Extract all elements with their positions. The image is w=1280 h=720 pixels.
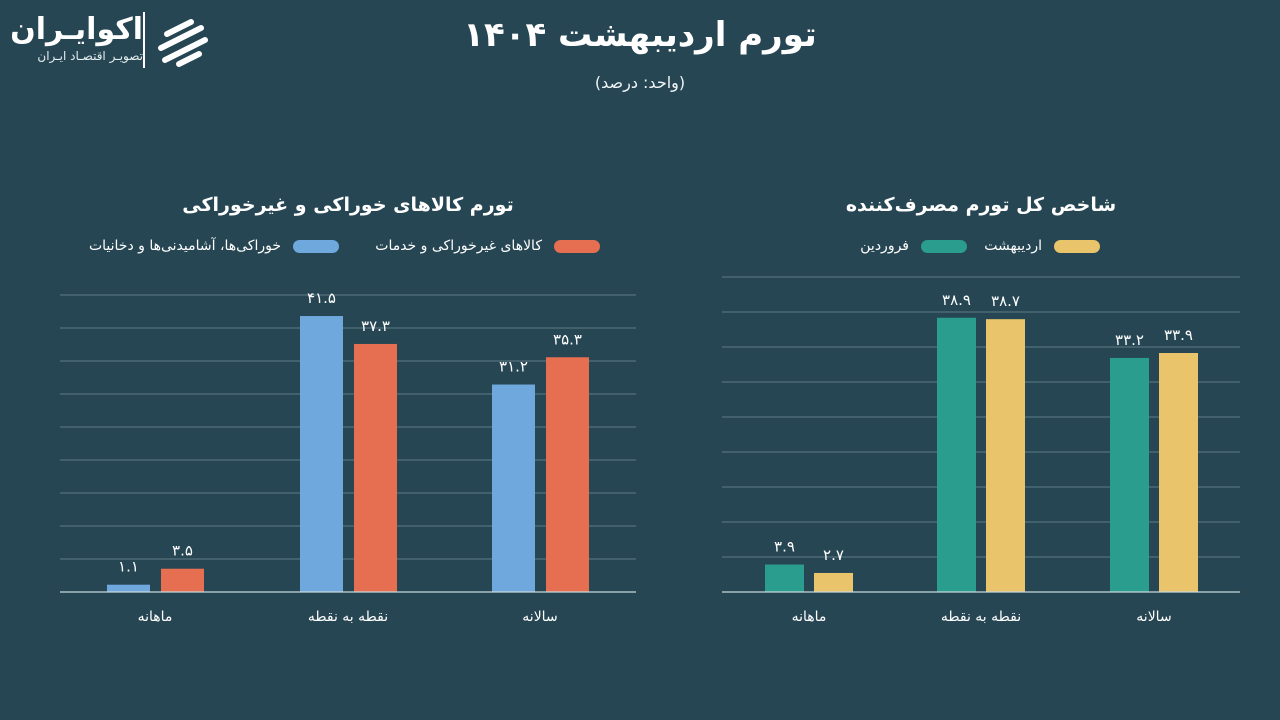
category-label-food-1: نقطه به نقطه [308,609,388,625]
data-label-food-s0-1: ۴۱.۵ [307,289,336,307]
legend-swatch-farvardin [921,239,967,253]
logo-name: اکوایـران [10,12,143,47]
legend-label-ordibehesht: اردیبهشت [984,238,1042,254]
bar-food-s1-1 [354,343,397,592]
bar-cpi-s1-0 [814,572,853,592]
bar-cpi-s1-1 [986,319,1025,592]
legend-swatch-food [293,239,339,253]
category-label-food-2: سالانه [522,609,557,625]
data-label-food-s1-2: ۳۵.۳ [553,330,582,348]
bar-cpi-s0-2 [1110,357,1149,592]
bar-cpi-s0-0 [765,564,804,592]
logo: اکوایـران تصویـر اقتصـاد ایـران [10,10,215,72]
data-label-food-s0-0: ۱.۱ [118,558,139,576]
data-label-cpi-s1-1: ۳۸.۷ [991,292,1020,310]
bar-cpi-s0-1 [937,317,976,592]
legend-label-nonfood: کالاهای غیرخوراکی و خدمات [375,238,542,254]
legend-label-food: خوراکی‌ها، آشامیدنی‌ها و دخانیات [88,238,281,254]
legend-label-farvardin: فروردین [860,238,909,254]
data-label-cpi-s0-1: ۳۸.۹ [942,291,971,309]
data-label-cpi-s0-0: ۳.۹ [774,538,795,556]
bar-food-s0-1 [300,316,343,592]
legend-swatch-nonfood [554,239,600,253]
legend-swatch-ordibehesht [1054,239,1100,253]
logo-divider [143,12,145,68]
category-label-cpi-1: نقطه به نقطه [941,609,1021,625]
logo-tagline: تصویـر اقتصـاد ایـران [37,49,143,63]
unit-note: (واحد: درصد) [594,73,686,92]
bar-cpi-s1-2 [1159,353,1198,592]
legend-item-ordibehesht: اردیبهشت [984,236,1100,256]
data-label-food-s1-1: ۳۷.۳ [361,317,390,335]
chart-title-cpi: شاخص کل تورم مصرف‌کننده [845,194,1117,216]
bar-food-s0-0 [107,584,150,592]
data-label-cpi-s1-0: ۲.۷ [823,546,844,564]
legend-item-nonfood: کالاهای غیرخوراکی و خدمات [375,236,600,256]
bar-food-s1-2 [546,357,589,592]
page-title: تورم اردیبهشت ۱۴۰۴ [463,15,817,55]
data-label-food-s1-0: ۳.۵ [172,542,193,560]
ecoiran-logo-icon [158,19,208,67]
legend-item-food: خوراکی‌ها، آشامیدنی‌ها و دخانیات [89,236,339,256]
logo-text: اکوایـران تصویـر اقتصـاد ایـران [10,12,143,64]
category-label-cpi-2: سالانه [1136,609,1171,625]
legend-item-farvardin: فروردین [860,236,967,256]
data-label-cpi-s1-2: ۳۳.۹ [1164,326,1193,344]
category-label-food-0: ماهانه [138,609,173,625]
bar-food-s1-0 [161,568,204,592]
chart-title-food-nonfood: تورم کالاهای خوراکی و غیرخوراکی [182,194,514,216]
data-label-cpi-s0-2: ۳۳.۲ [1115,331,1144,349]
bar-food-s0-2 [492,384,535,592]
data-label-food-s0-2: ۳۱.۲ [499,358,528,376]
category-label-cpi-0: ماهانه [792,609,827,625]
